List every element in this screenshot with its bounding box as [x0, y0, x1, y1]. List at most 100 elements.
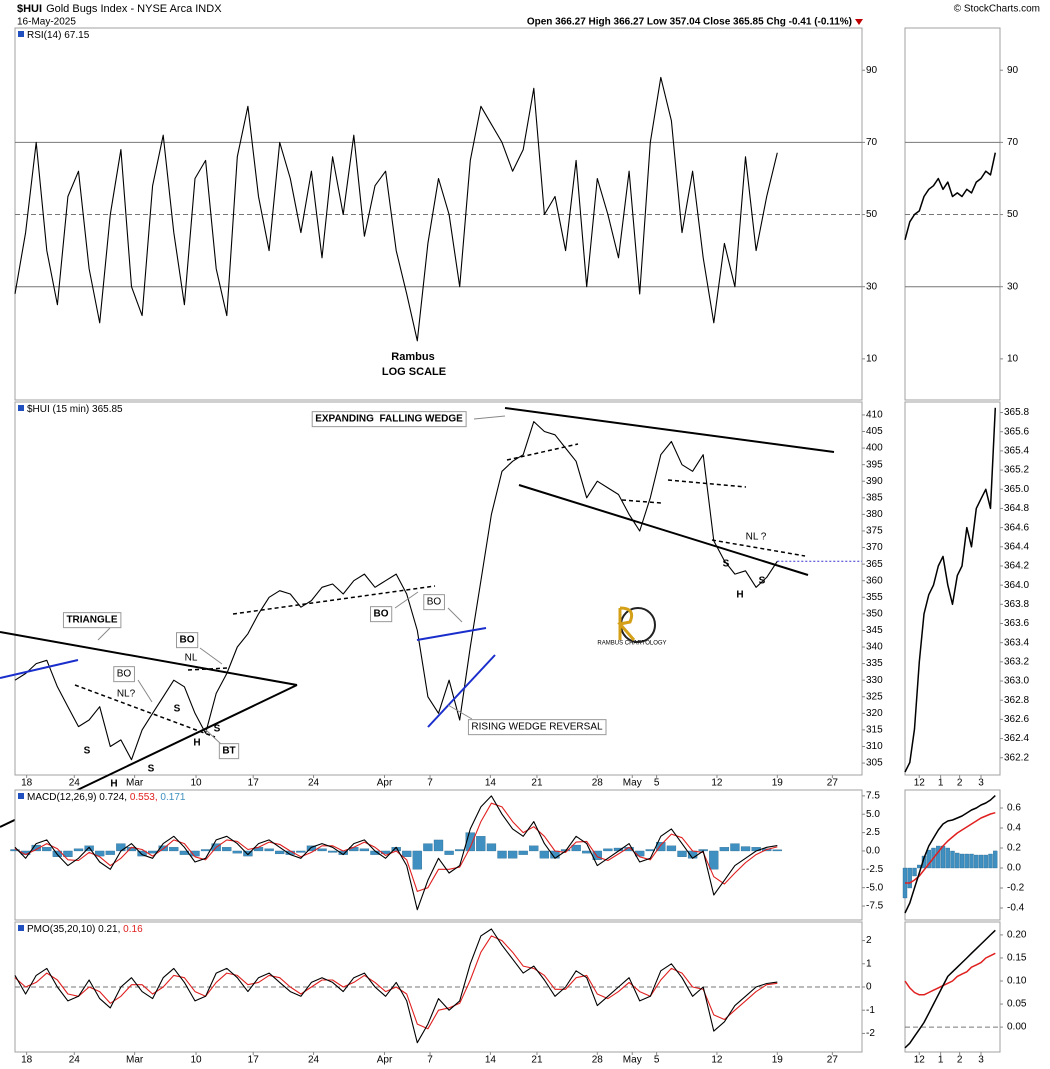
trendline [427, 654, 496, 728]
histogram-bar [455, 849, 465, 852]
y-tick-label: -5.0 [866, 882, 884, 893]
x-tick-label: 21 [531, 1055, 543, 1066]
y-tick-label: 360 [866, 575, 883, 586]
panel-frame [14, 27, 863, 401]
annotation: H [193, 738, 200, 749]
x-tick-label: 3 [978, 1055, 984, 1066]
histogram-bar [497, 850, 507, 859]
x-tick-label: 28 [592, 778, 604, 789]
series-line [14, 795, 778, 911]
annotation: H [110, 779, 117, 790]
histogram-bar [988, 853, 993, 869]
panel-title: RSI(14) 67.15 [27, 30, 90, 41]
panel-title-part: $HUI (15 min) 365.85 [27, 404, 123, 415]
y-tick-label: 90 [866, 65, 878, 76]
panel-title: PMO(35,20,10) 0.21, 0.16 [27, 924, 143, 935]
annotation: S [174, 704, 181, 715]
x-tick-label: May [623, 1055, 642, 1066]
annotation: TRIANGLE [66, 615, 117, 626]
x-tick-label: 19 [772, 778, 784, 789]
header-title: $HUI Gold Bugs Index - NYSE Arca INDX [17, 3, 222, 15]
x-tick-label: 17 [248, 778, 260, 789]
logo-mark [617, 606, 636, 641]
y-tick-label: 362.8 [1004, 695, 1029, 706]
x-tick-label: 21 [531, 778, 543, 789]
title-icon [18, 405, 24, 411]
annotation: S [759, 576, 766, 587]
series-line [14, 76, 778, 342]
trendline [74, 684, 216, 738]
y-tick-label: 310 [866, 741, 883, 752]
annotation: S [148, 764, 155, 775]
histogram-bar [507, 850, 518, 859]
y-tick-label: 365.0 [1004, 484, 1029, 495]
y-tick-label: 2.5 [866, 827, 880, 838]
annotation-box [113, 666, 135, 683]
histogram-bar [486, 843, 497, 852]
histogram-bar [476, 836, 486, 852]
x-tick-label: May [623, 778, 642, 789]
panel-title-part: 0.171 [158, 792, 186, 803]
x-tick-label: 12 [914, 1055, 926, 1066]
x-tick-label: 17 [248, 1055, 260, 1066]
y-tick-label: 364.2 [1004, 561, 1029, 572]
y-tick-label: 0.15 [1007, 953, 1027, 964]
x-tick-label: Mar [126, 1055, 144, 1066]
histogram-bar [730, 843, 740, 852]
y-tick-label: 0.6 [1007, 803, 1021, 814]
trendline [667, 479, 747, 488]
series-line [14, 421, 778, 761]
annotation-box [176, 632, 199, 649]
histogram-bar [222, 847, 232, 852]
series-line [904, 929, 996, 1049]
histogram-bar [275, 850, 285, 855]
panel-title-part: RSI(14) 67.15 [27, 30, 90, 41]
annotation: Rambus [391, 351, 434, 363]
histogram-bar [327, 850, 338, 853]
y-tick-label: 7.5 [866, 791, 880, 802]
annotation-box [62, 612, 122, 629]
y-tick-label: 363.0 [1004, 676, 1029, 687]
annotation-box [370, 606, 393, 623]
series-line [904, 795, 996, 914]
trendline [711, 539, 806, 557]
trendline [97, 627, 111, 641]
x-tick-label: 18 [21, 1055, 33, 1066]
x-tick-label: 5 [654, 1055, 660, 1066]
histogram-bar [969, 853, 974, 869]
y-tick-label: 400 [866, 443, 883, 454]
x-tick-label: 24 [308, 778, 320, 789]
x-tick-label: 12 [711, 778, 723, 789]
histogram-bar [412, 850, 422, 870]
y-tick-label: 0.10 [1007, 976, 1027, 987]
trendline [205, 729, 223, 746]
histogram-bar [169, 847, 179, 852]
histogram-bar [993, 850, 998, 869]
histogram-bar [603, 848, 613, 852]
annotation: NL [185, 653, 198, 664]
x-tick-label: 27 [827, 778, 839, 789]
panel-frame [904, 921, 1001, 1053]
histogram-bar [116, 843, 126, 852]
x-tick-label: 14 [485, 1055, 497, 1066]
histogram-bar [264, 848, 274, 852]
histogram-bar [926, 849, 931, 869]
histogram-bar [359, 848, 370, 852]
y-tick-label: 405 [866, 426, 883, 437]
histogram-bar [10, 849, 20, 852]
y-tick-label: 363.4 [1004, 637, 1029, 648]
histogram-bar [518, 850, 528, 855]
panel-frame [14, 401, 863, 776]
y-tick-label: 410 [866, 410, 883, 421]
source: © StockCharts.com [954, 4, 1040, 15]
histogram-bar [84, 845, 94, 852]
y-tick-label: 325 [866, 691, 883, 702]
y-tick-label: -2 [866, 1028, 875, 1039]
histogram-bar [402, 850, 412, 857]
y-tick-label: 365 [866, 559, 883, 570]
trendline [137, 679, 153, 703]
trendline [199, 647, 223, 665]
trendline [394, 591, 419, 609]
y-tick-label: 395 [866, 459, 883, 470]
x-tick-label: 7 [427, 1055, 433, 1066]
